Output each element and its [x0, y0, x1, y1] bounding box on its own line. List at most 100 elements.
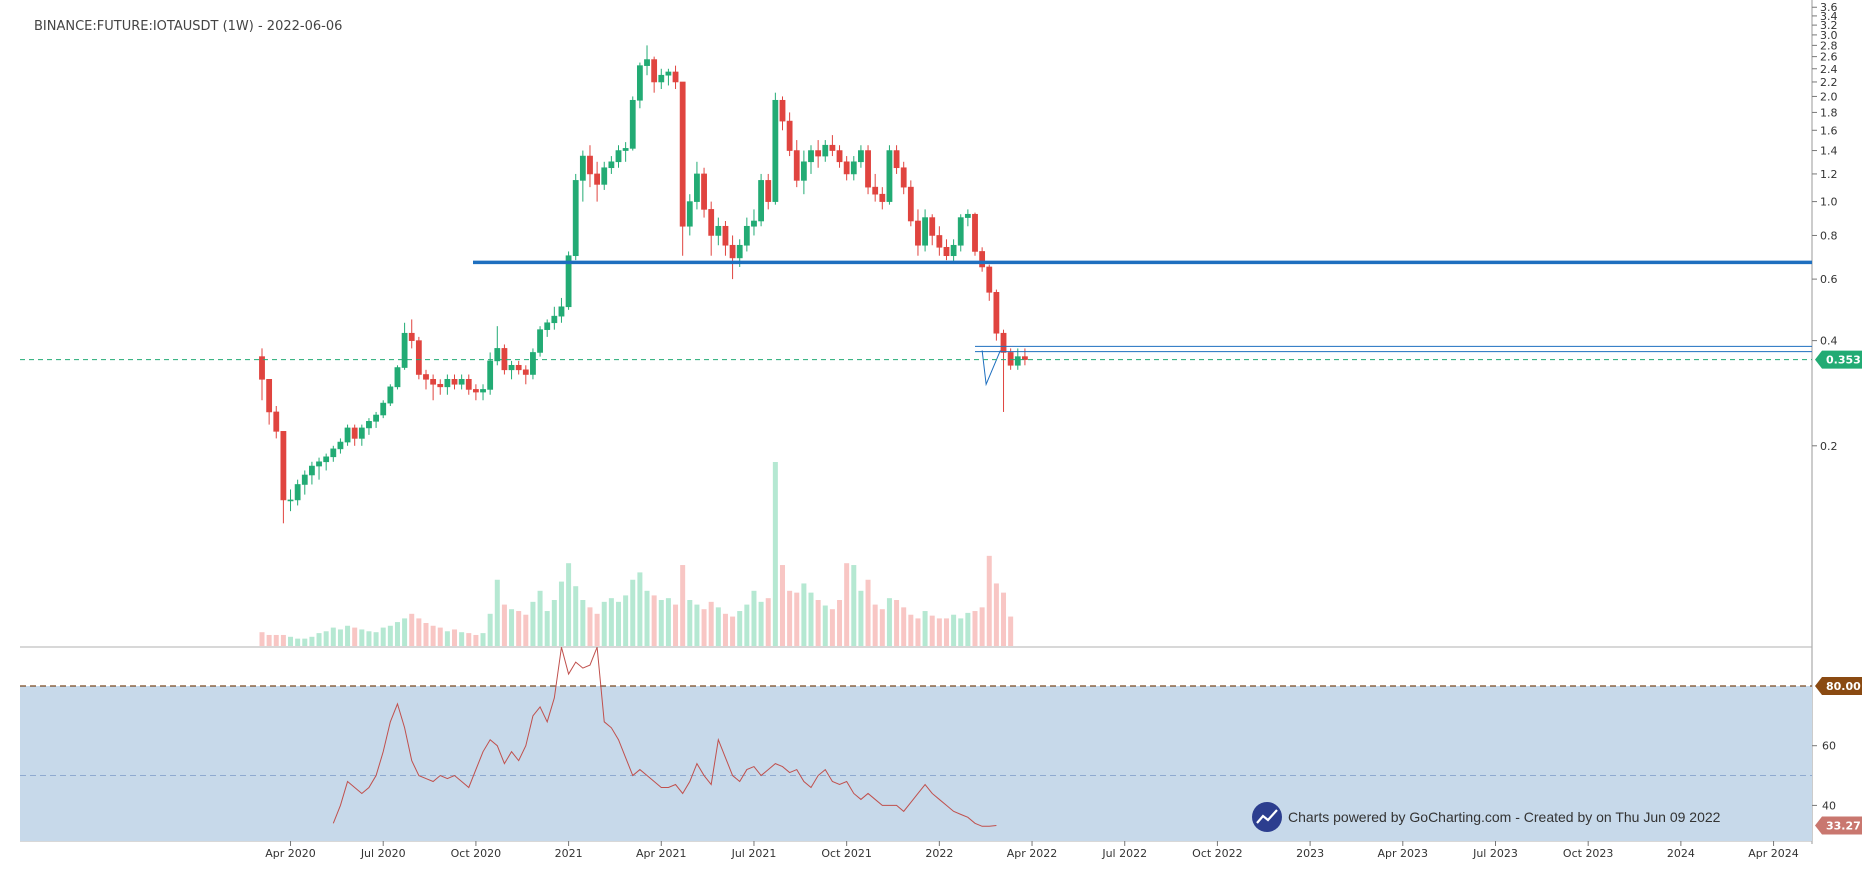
volume-bar	[466, 633, 472, 646]
price-tick-label: 3.6	[1820, 1, 1838, 14]
price-tick-label: 0.6	[1820, 273, 1838, 286]
candle-body	[465, 379, 472, 390]
candle-body	[758, 180, 764, 222]
volume-bar	[644, 590, 650, 646]
time-tick-label: 2024	[1667, 847, 1695, 860]
price-tick-label: 0.4	[1820, 335, 1838, 348]
volume-bar	[623, 595, 629, 646]
candle-body	[608, 161, 615, 169]
candle-body	[964, 213, 971, 218]
volume-bar	[758, 601, 764, 646]
volume-bar	[558, 581, 564, 646]
candle-body	[344, 427, 351, 443]
time-tick-label: Apr 2023	[1378, 847, 1429, 860]
volume-bar	[530, 601, 536, 646]
candle-body	[380, 402, 387, 416]
candle-body	[472, 389, 479, 393]
candle-body	[408, 332, 415, 341]
rsi-upper-tag-shape	[1815, 677, 1862, 695]
candle-body	[615, 150, 622, 163]
candle-body	[972, 213, 978, 252]
price-tick-label: 2.0	[1820, 90, 1838, 103]
credits[interactable]: Charts powered by GoCharting.com - Creat…	[1252, 802, 1721, 832]
candle-body	[444, 379, 451, 388]
candle-body	[793, 150, 800, 181]
volume-bar	[380, 627, 386, 646]
volume-bar	[373, 632, 379, 646]
volume-bar	[665, 598, 671, 646]
price-tick-label: 2.6	[1820, 51, 1838, 64]
candle-body	[836, 150, 843, 163]
candle-body	[636, 65, 643, 101]
volume-bar	[651, 595, 657, 646]
time-tick-label: Jul 2022	[1101, 847, 1147, 860]
volume-bar	[444, 631, 450, 646]
time-tick-label: Oct 2022	[1192, 847, 1243, 860]
time-tick-label: 2022	[925, 847, 953, 860]
volume-bar	[494, 579, 500, 646]
candle-body	[858, 150, 864, 163]
volume-bar	[673, 604, 679, 646]
volume-bar	[865, 579, 871, 646]
volume-bar	[430, 625, 436, 646]
rsi-layer	[20, 647, 1812, 827]
candle-body	[786, 120, 793, 151]
volume-bar	[487, 613, 493, 646]
price-tick-label: 1.6	[1820, 124, 1838, 137]
volume-bar	[794, 592, 800, 646]
candle-body	[622, 148, 629, 151]
price-tick-label: 0.2	[1820, 440, 1838, 453]
time-tick-label: Apr 2021	[636, 847, 687, 860]
candle-body	[743, 225, 750, 246]
candle-body	[537, 329, 543, 353]
volume-bar	[580, 600, 586, 646]
time-tick-label: Oct 2023	[1563, 847, 1614, 860]
volume-bar	[523, 614, 529, 646]
volume-bar	[787, 590, 793, 646]
candle-body	[679, 81, 686, 227]
price-tick-label: 3.2	[1820, 19, 1838, 32]
volume-bar	[986, 555, 992, 646]
price-axis[interactable]: 3.63.43.23.02.82.62.42.22.0 1.8 1.6 1.4 1.2 1…	[1812, 1, 1838, 812]
volume-bar	[722, 613, 728, 646]
candle-body	[259, 356, 265, 380]
volume-bar	[601, 601, 607, 646]
volume-bar	[737, 611, 743, 646]
candle-body	[437, 383, 444, 388]
candle-body	[694, 173, 700, 202]
candle-body	[323, 456, 330, 463]
gocharting-logo-icon	[1252, 802, 1282, 832]
candle-body	[273, 411, 280, 432]
volume-bar	[808, 592, 814, 646]
volume-bar	[965, 612, 971, 646]
rsi-line	[332, 647, 997, 827]
volume-bar	[708, 601, 714, 646]
time-axis[interactable]: Apr 2020 Jul 2020 Oct 2020 2021 Apr 2021 Jul …	[265, 841, 1799, 860]
candle-body	[629, 99, 636, 149]
price-tick-label: 3.0	[1820, 29, 1838, 42]
volume-bar	[509, 609, 515, 646]
candle-body	[579, 155, 586, 181]
candle-body	[572, 180, 579, 257]
candle-body	[879, 193, 886, 202]
rsi-upper-tag: 80.00	[1815, 677, 1862, 695]
candle-body	[751, 220, 757, 227]
volume-bar	[972, 611, 978, 646]
volume-bar	[715, 607, 721, 646]
time-tick-label: Oct 2021	[821, 847, 872, 860]
candle-body	[401, 332, 408, 368]
candle-body	[480, 389, 486, 393]
volume-bar	[608, 598, 614, 646]
volume-bar	[366, 631, 372, 646]
price-tick-label: 0.8	[1820, 229, 1838, 242]
volume-bar	[288, 636, 294, 646]
candle-body	[494, 348, 501, 362]
candle-body	[822, 144, 829, 157]
volume-bar	[701, 609, 707, 646]
rsi-tick-label: 60	[1822, 740, 1836, 753]
time-tick-label: Jul 2020	[360, 847, 406, 860]
volume-bar	[680, 565, 686, 646]
volume-bar	[908, 614, 914, 646]
last-price-tag-shape	[1815, 350, 1862, 369]
